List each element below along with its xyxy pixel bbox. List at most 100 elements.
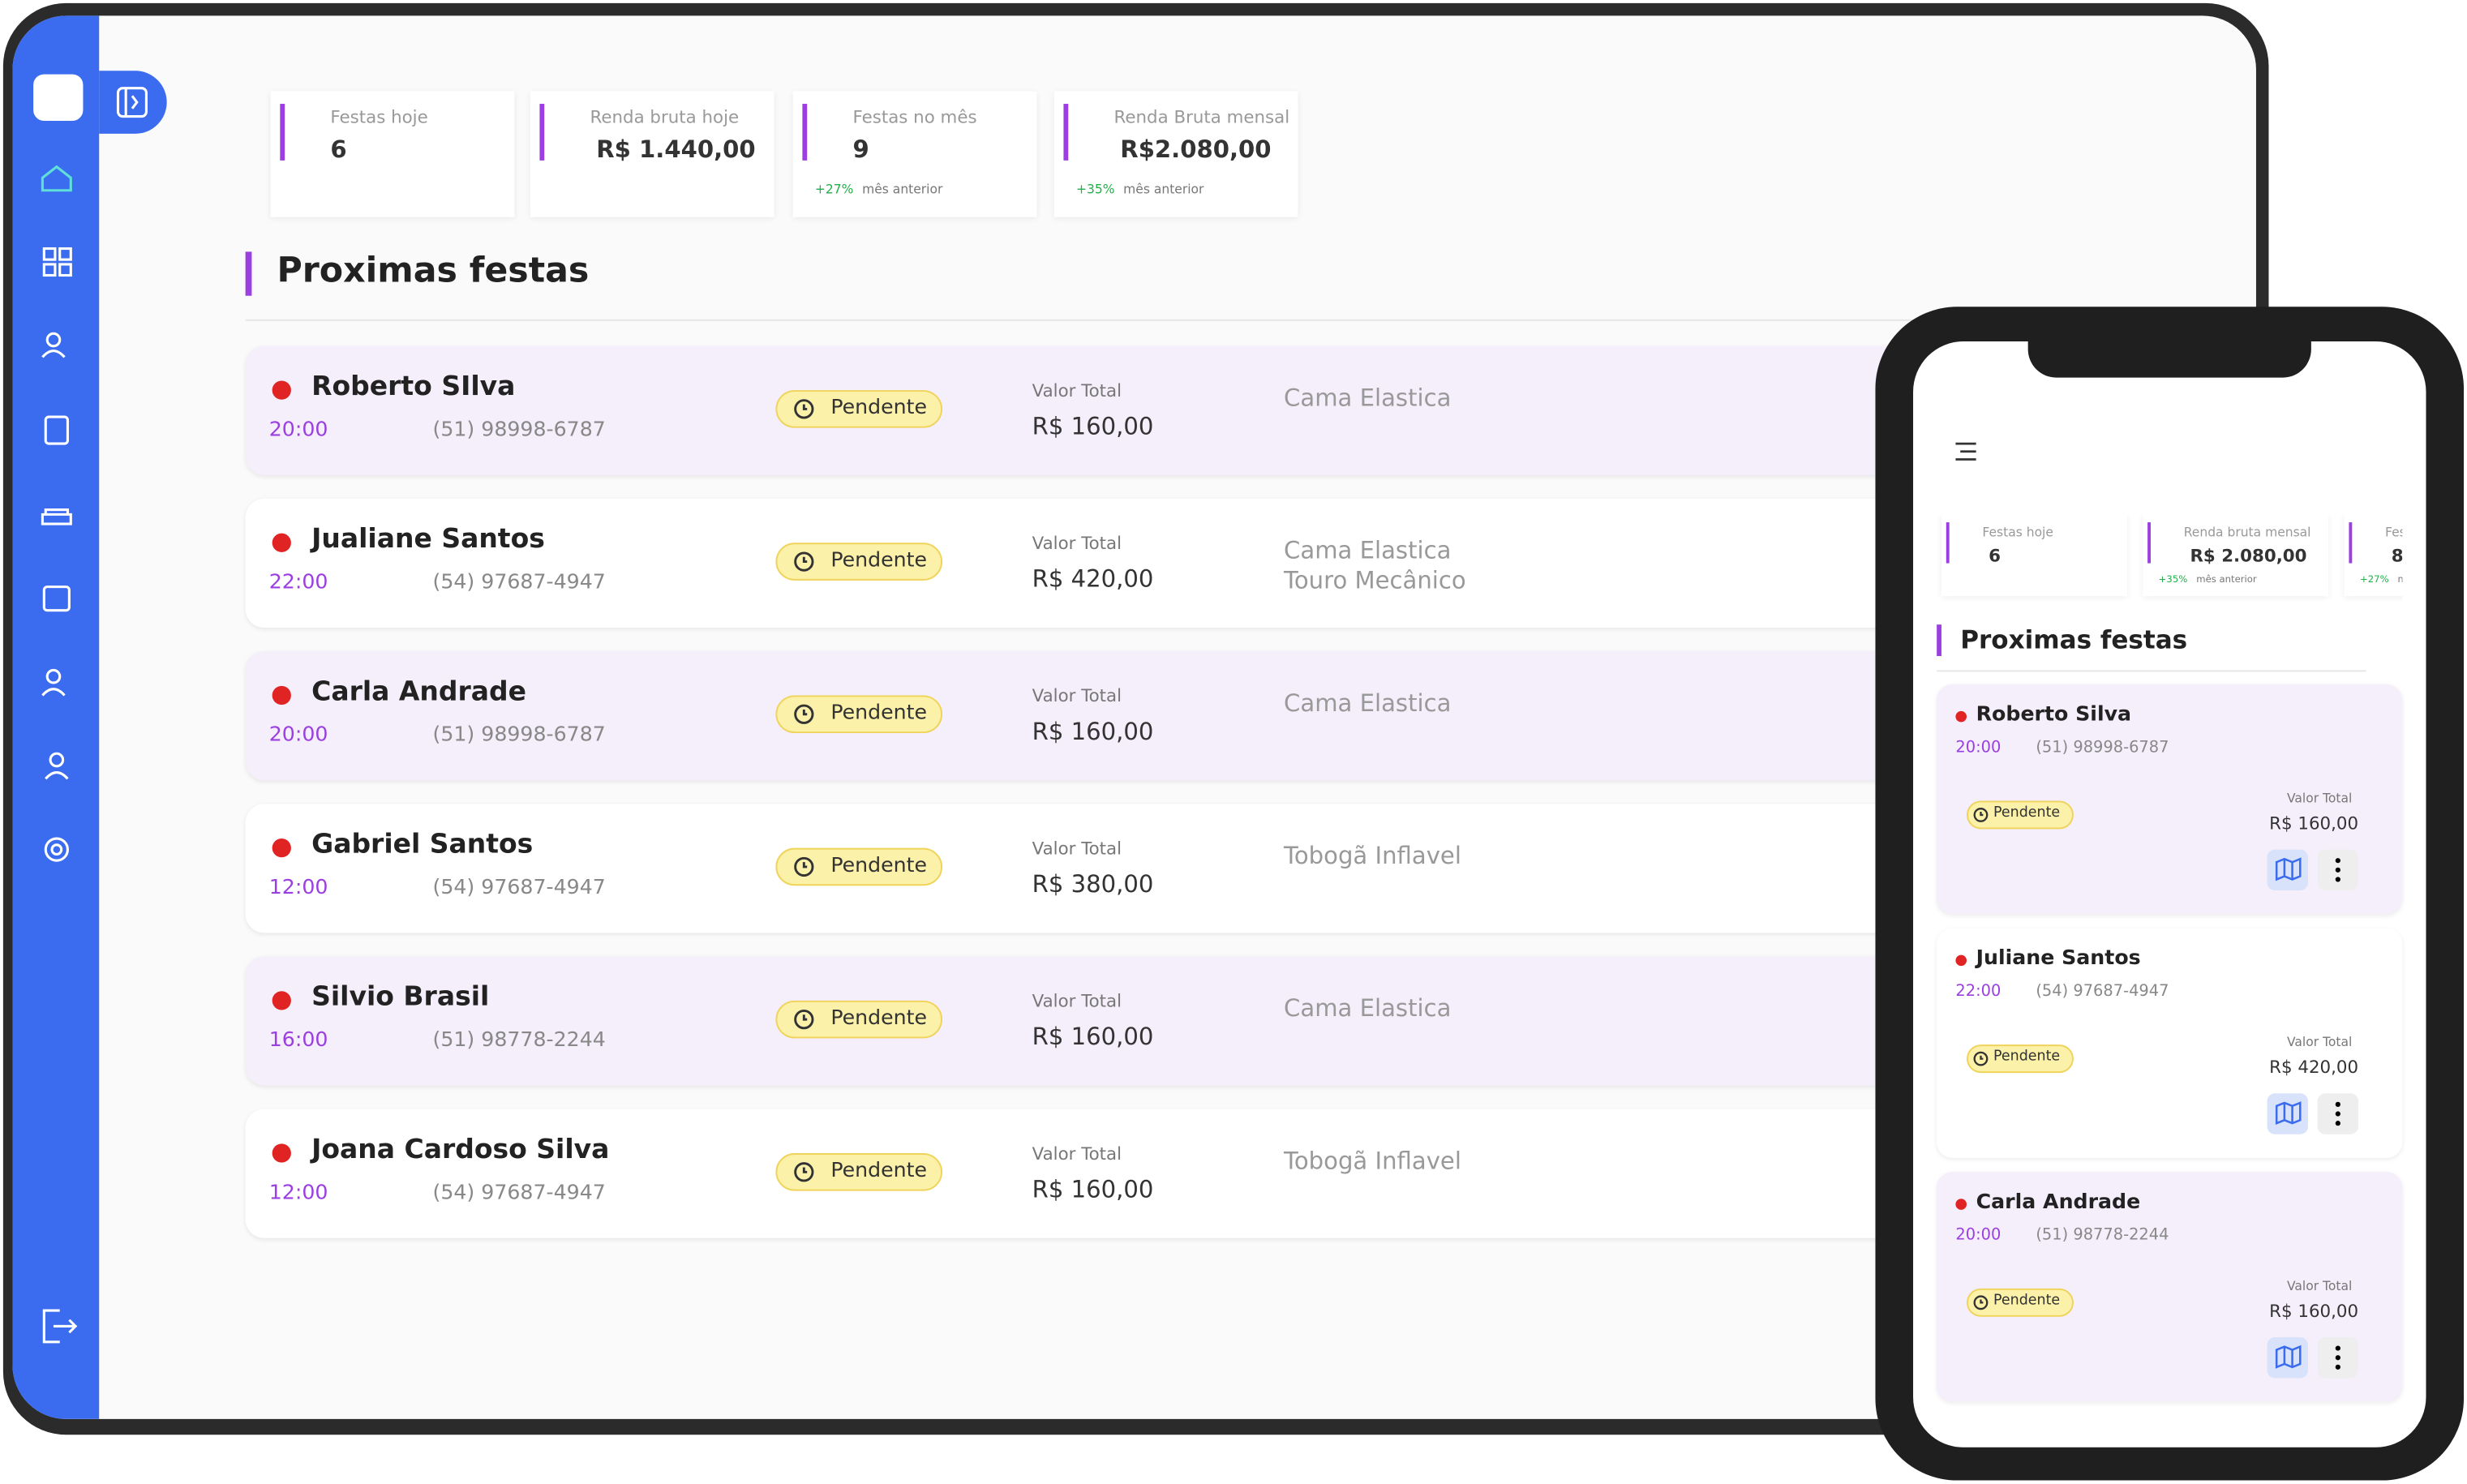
status-badge[interactable]: Pendente	[775, 1000, 943, 1039]
status-badge[interactable]: Pendente	[1967, 1044, 2074, 1074]
party-row: Jualiane Santos 22:00 (54) 97687-4947 Pende…	[245, 498, 2008, 628]
total-label: Valor Total	[1032, 685, 1122, 707]
stat-label: Renda bruta mensal	[2183, 525, 2311, 540]
status-badge[interactable]: Pendente	[775, 695, 943, 734]
section-title: Proximas festas	[1960, 624, 2188, 655]
status-text: Pendente	[830, 701, 928, 726]
party-phone: (54) 97687-4947	[2036, 983, 2169, 1001]
party-row: Silvio Brasil 16:00 (51) 98778-2244 Pendent…	[245, 956, 2008, 1086]
map-icon	[2275, 1101, 2302, 1126]
menu-icon[interactable]	[1954, 442, 1979, 461]
clock-icon	[794, 856, 814, 877]
status-badge[interactable]: Pendente	[1967, 1288, 2074, 1317]
map-button[interactable]	[2267, 1337, 2308, 1379]
accent-bar	[802, 104, 808, 161]
status-text: Pendente	[830, 396, 928, 420]
status-dot	[1955, 710, 1967, 723]
stat-change-note: mês anterior	[862, 182, 943, 197]
more-button[interactable]	[2317, 849, 2359, 891]
party-phone: (54) 97687-4947	[432, 571, 606, 595]
stat-card: Renda Bruta mensal R$2.080,00 +35% mês ante…	[1053, 91, 1298, 217]
status-badge[interactable]: Pendente	[775, 1153, 943, 1191]
total-value: R$ 160,00	[1032, 1023, 1154, 1051]
party-time: 16:00	[268, 1028, 328, 1053]
total-label: Valor Total	[1032, 1143, 1122, 1164]
item: Touro Mecânico	[1284, 566, 1466, 595]
title-bar	[1937, 624, 1941, 656]
title-bar	[245, 251, 252, 296]
status-badge[interactable]: Pendente	[1967, 800, 2074, 830]
sidebar-icons	[33, 74, 84, 1344]
clock-icon	[794, 1162, 814, 1182]
stat-change: +27%	[2360, 574, 2389, 585]
party-name: Juliane Santos	[1976, 946, 2141, 971]
status-text: Pendente	[830, 854, 928, 878]
status-dot	[272, 839, 291, 858]
stat-label: Festas hoje	[330, 106, 428, 128]
party-time: 20:00	[1955, 1227, 2001, 1245]
party-phone: (54) 97687-4947	[432, 876, 606, 900]
total-value: R$ 380,00	[1032, 869, 1154, 899]
item: Tobogã Inflavel	[1284, 841, 1461, 870]
collapse-icon	[116, 87, 148, 118]
map-button[interactable]	[2267, 849, 2308, 891]
item: Tobogã Inflavel	[1284, 1147, 1461, 1176]
party-phone: (54) 97687-4947	[432, 1181, 606, 1206]
sidebar	[12, 15, 100, 1419]
party-row: Roberto SIlva 20:00 (51) 98998-6787 Pendent…	[245, 345, 2008, 475]
status-dot	[272, 533, 291, 552]
stat-change-note: mês anterior	[1123, 182, 1204, 197]
accent-bar	[2147, 522, 2151, 564]
stat-label: Festas hoje	[1982, 525, 2053, 540]
stat-card: Festas no mês 8+27% mês anterior	[2344, 514, 2403, 597]
more-button[interactable]	[2317, 1337, 2359, 1379]
party-name: Jualiane Santos	[311, 524, 545, 555]
status-dot	[272, 380, 291, 400]
stat-value: 6	[330, 135, 347, 164]
accent-bar	[2349, 522, 2353, 564]
item: Cama Elastica	[1284, 536, 1452, 565]
more-icon	[2335, 858, 2340, 882]
section-title: Proximas festas	[277, 251, 590, 291]
stat-value: 9	[852, 135, 869, 164]
party-time: 22:00	[1955, 983, 2001, 1001]
party-name: Carla Andrade	[1976, 1190, 2141, 1215]
stat-card: Festas no mês 9 +27% mês anterior	[792, 91, 1037, 217]
status-badge[interactable]: Pendente	[775, 847, 943, 886]
clock-icon	[1973, 1295, 1989, 1310]
accent-bar	[1063, 104, 1069, 161]
accent-bar	[1946, 522, 1950, 564]
status-dot	[1955, 1199, 1967, 1210]
status-text: Pendente	[830, 549, 928, 573]
party-time: 12:00	[268, 1181, 328, 1206]
status-badge[interactable]: Pendente	[775, 390, 943, 428]
map-icon	[2275, 857, 2302, 881]
divider	[1937, 670, 2366, 672]
status-dot	[272, 685, 291, 706]
stat-value: R$2.080,00	[1120, 135, 1272, 164]
map-button[interactable]	[2267, 1093, 2308, 1134]
phone-screen: Festas hoje 6 Renda bruta mensal R$ 2.080,0…	[1913, 341, 2426, 1448]
party-row: Carla Andrade 20:00 (51) 98998-6787 Pendent…	[245, 651, 2008, 781]
status-text: Pendente	[830, 1159, 928, 1183]
more-button[interactable]	[2317, 1093, 2359, 1134]
party-name: Joana Cardoso Silva	[311, 1134, 610, 1166]
stat-change: +35%	[2158, 574, 2188, 585]
stat-card: Festas hoje 6	[1941, 514, 2127, 597]
status-text: Pendente	[1993, 1049, 2061, 1066]
stat-change-note: mês anterior	[2196, 574, 2257, 585]
status-badge[interactable]: Pendente	[775, 543, 943, 581]
clock-icon	[1973, 1051, 1989, 1066]
total-value: R$ 160,00	[2269, 1301, 2359, 1322]
collapse-button[interactable]	[99, 71, 167, 134]
stat-value: 6	[1989, 546, 2001, 567]
party-phone: (51) 98778-2244	[432, 1028, 606, 1053]
stat-change: +27%	[814, 182, 854, 197]
stat-value: R$ 1.440,00	[596, 135, 756, 164]
divider	[245, 319, 1976, 321]
party-row: Gabriel Santos 12:00 (54) 97687-4947 Penden…	[245, 804, 2008, 933]
total-label: Valor Total	[1032, 533, 1122, 554]
party-name: Roberto Silva	[1976, 703, 2132, 727]
total-value: R$ 160,00	[1032, 1175, 1154, 1204]
party-time: 20:00	[268, 723, 328, 748]
